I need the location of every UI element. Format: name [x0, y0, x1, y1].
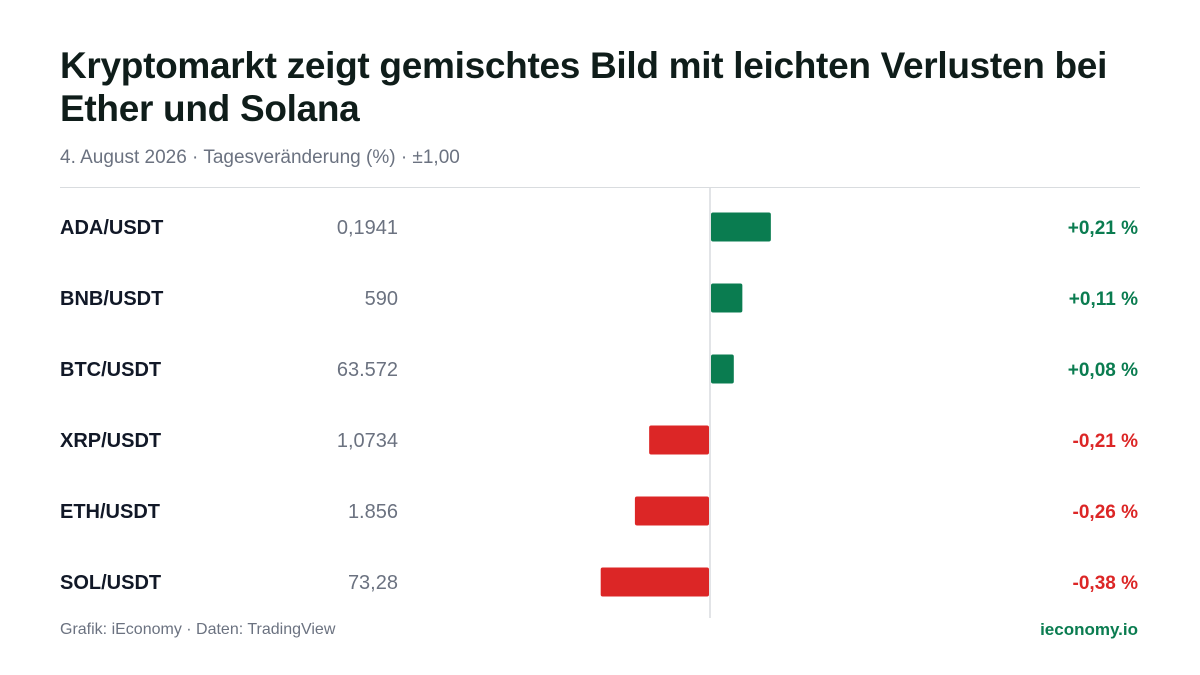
- change-bar: [649, 425, 709, 455]
- pair-label: XRP/USDT: [60, 430, 161, 452]
- change-value-label: -0,38 %: [1073, 573, 1139, 594]
- change-value-label: +0,21 %: [1068, 218, 1138, 239]
- bar-chart: ADA/USDT 0,1941 +0,21 % BNB/USDT 590 +0,11 % B…: [60, 188, 1139, 618]
- price-label: 63.572: [337, 359, 398, 381]
- change-bar: [711, 212, 771, 242]
- change-value-label: -0,26 %: [1073, 502, 1139, 523]
- source-credit: Grafik: iEconomy · Daten: TradingView: [60, 621, 336, 638]
- change-value-label: -0,21 %: [1073, 431, 1139, 452]
- price-label: 590: [365, 288, 398, 310]
- pair-label: SOL/USDT: [60, 572, 161, 594]
- pair-label: ETH/USDT: [60, 501, 160, 523]
- change-bar: [711, 354, 734, 384]
- change-value-label: +0,08 %: [1068, 360, 1138, 381]
- price-label: 73,28: [348, 572, 398, 594]
- header-divider: [60, 187, 1140, 188]
- change-bar: [634, 496, 709, 526]
- pair-label: BNB/USDT: [60, 288, 163, 310]
- brand-link[interactable]: ieconomy.io: [1040, 620, 1138, 639]
- pair-label: ADA/USDT: [60, 217, 163, 239]
- pair-label: BTC/USDT: [60, 359, 161, 381]
- price-label: 1,0734: [337, 430, 398, 452]
- change-value-label: +0,11 %: [1069, 289, 1138, 310]
- chart-subtitle: 4. August 2026 · Tagesveränderung (%) · …: [60, 147, 460, 168]
- chart-title: Kryptomarkt zeigt gemischtes Bild mit le…: [60, 45, 1108, 129]
- change-bar: [711, 283, 743, 313]
- change-bar: [600, 567, 709, 597]
- price-label: 0,1941: [337, 217, 398, 239]
- price-label: 1.856: [348, 501, 398, 523]
